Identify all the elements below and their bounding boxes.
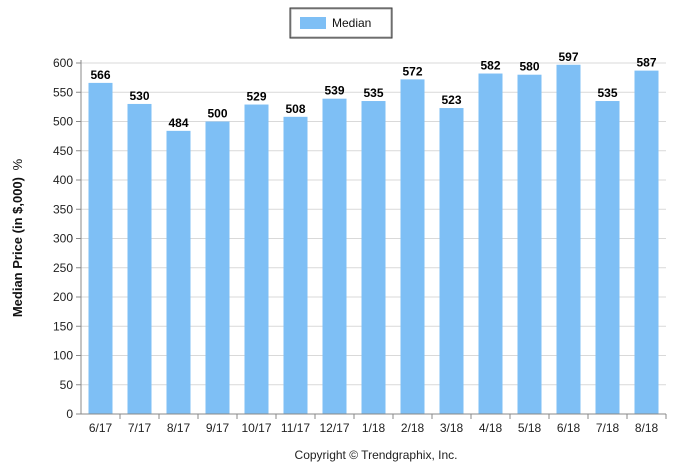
y-tick-label: 400	[53, 173, 73, 187]
x-tick-label: 1/18	[362, 421, 386, 435]
x-tick-label: 4/18	[479, 421, 503, 435]
bar-5-18	[517, 74, 542, 414]
x-tick-label: 6/17	[89, 421, 113, 435]
y-tick-label: 0	[66, 407, 73, 421]
y-tick-label: 250	[53, 261, 73, 275]
bar-3-18	[439, 108, 464, 415]
data-label: 566	[90, 68, 110, 82]
data-label: 580	[519, 60, 539, 74]
x-tick-label: 8/18	[635, 421, 659, 435]
data-labels: 566 530 484 500 529 508 539 535 572 523 582 580 597 5…	[90, 50, 656, 130]
data-label: 539	[324, 84, 344, 98]
x-tick-label: 7/17	[128, 421, 152, 435]
legend-label: Median	[332, 16, 371, 30]
data-label: 587	[636, 56, 656, 70]
y-tick-label: 300	[53, 232, 73, 246]
axes	[76, 60, 667, 419]
y-axis-label-suffix: %	[10, 158, 25, 170]
y-tick-labels: 0 50 100 150 200 250 300 350 400 450 500 550 600	[53, 56, 73, 421]
y-tick-label: 50	[60, 378, 74, 392]
x-tick-labels: 6/17 7/17 8/17 9/17 10/17 11/17 12/17 1/18 2/18 3…	[89, 421, 659, 435]
data-label: 530	[129, 89, 149, 103]
y-tick-label: 100	[53, 349, 73, 363]
bar-4-18	[478, 73, 503, 414]
bars	[88, 64, 659, 415]
y-tick-label: 200	[53, 290, 73, 304]
bar-8-18	[634, 70, 659, 414]
bar-11-17	[283, 116, 308, 414]
y-tick-label: 550	[53, 85, 73, 99]
x-tick-label: 5/18	[518, 421, 542, 435]
y-tick-label: 600	[53, 56, 73, 70]
bar-2-18	[400, 79, 425, 414]
bar-10-17	[244, 104, 269, 414]
data-label: 597	[558, 50, 578, 64]
y-tick-label: 500	[53, 115, 73, 129]
x-tick-label: 3/18	[440, 421, 464, 435]
x-tick-label: 2/18	[401, 421, 425, 435]
bar-6-17	[88, 82, 113, 414]
bar-8-17	[166, 130, 191, 415]
data-label: 535	[597, 86, 617, 100]
bar-9-17	[205, 121, 230, 414]
y-tick-label: 450	[53, 144, 73, 158]
data-label: 582	[480, 59, 500, 73]
data-label: 529	[246, 90, 266, 104]
data-label: 535	[363, 86, 383, 100]
y-axis-title: Median Price (in $,000) %	[10, 158, 25, 317]
data-label: 508	[285, 102, 305, 116]
x-tick-label: 12/17	[319, 421, 349, 435]
bar-1-18	[361, 101, 386, 415]
data-label: 572	[402, 64, 422, 78]
svg-text:Median Price (in $,000): Median Price (in $,000) %	[10, 158, 25, 317]
y-axis-label: Median Price (in $,000)	[10, 177, 25, 317]
x-tick-label: 9/17	[206, 421, 230, 435]
y-tick-label: 150	[53, 319, 73, 333]
legend: Median	[289, 7, 393, 39]
data-label: 484	[168, 116, 188, 130]
bar-7-18	[595, 101, 620, 415]
copyright-footer: Copyright © Trendgraphix, Inc.	[295, 448, 458, 462]
bar-7-17	[127, 103, 152, 414]
bar-6-18	[556, 64, 581, 414]
x-tick-label: 7/18	[596, 421, 620, 435]
x-tick-label: 6/18	[557, 421, 581, 435]
x-tick-label: 8/17	[167, 421, 191, 435]
legend-swatch	[300, 17, 326, 29]
x-tick-label: 10/17	[241, 421, 271, 435]
x-tick-label: 11/17	[281, 421, 310, 435]
data-label: 500	[207, 107, 227, 121]
bar-12-17	[322, 98, 347, 414]
y-tick-label: 350	[53, 202, 73, 216]
data-label: 523	[441, 93, 461, 107]
